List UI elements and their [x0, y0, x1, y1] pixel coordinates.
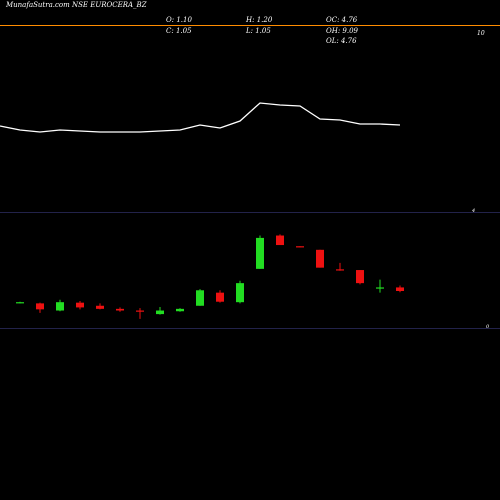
candle	[236, 280, 244, 304]
candle-body	[36, 303, 44, 310]
candle	[396, 285, 404, 293]
oc-label: OC: 4.76	[326, 16, 358, 24]
high-label: H: 1.20	[246, 16, 273, 24]
candle-body	[236, 283, 244, 303]
candle	[116, 307, 124, 312]
candle	[356, 270, 364, 285]
candle-body	[176, 308, 184, 312]
candle	[216, 290, 224, 303]
candle-body	[16, 302, 24, 304]
candle	[96, 303, 104, 310]
price-axis-label-top: 4	[472, 208, 476, 214]
candle	[376, 279, 384, 293]
candle-body	[296, 246, 304, 248]
candle-body	[376, 287, 384, 289]
volume-axis-label: 10	[477, 30, 485, 37]
candle	[276, 234, 284, 246]
open-label: O: 1.10	[166, 16, 192, 24]
oh-label: OH: 9.09	[326, 27, 359, 35]
candle-body	[76, 302, 84, 308]
candle-body	[136, 310, 144, 312]
price-axis-label-bottom: 0	[486, 324, 490, 330]
volume-line	[0, 102, 401, 133]
candle-body	[216, 292, 224, 302]
close-label: C: 1.05	[166, 27, 192, 35]
candle	[196, 289, 204, 306]
candle	[156, 306, 164, 315]
candle	[256, 235, 264, 269]
candle	[36, 302, 44, 313]
candle	[336, 262, 344, 271]
candle-body	[196, 290, 204, 306]
candle	[76, 301, 84, 310]
candle-body	[96, 305, 104, 309]
ol-label: OL: 4.76	[326, 37, 357, 45]
candle-body	[116, 308, 124, 311]
low-label: L: 1.05	[246, 27, 271, 35]
candle	[176, 308, 184, 312]
candle	[296, 246, 304, 248]
candle-body	[156, 310, 164, 315]
candle-body	[336, 269, 344, 271]
chart-title: MunafaSutra.com NSE EUROCERA_BZ	[6, 1, 147, 9]
candle-body	[276, 235, 284, 246]
lower-divider	[0, 328, 500, 329]
candle	[56, 299, 64, 312]
candle	[316, 249, 324, 268]
candle-body	[56, 302, 64, 311]
candle-body	[316, 249, 324, 268]
candle	[16, 301, 24, 304]
candle-body	[256, 237, 264, 269]
candle-body	[356, 270, 364, 284]
candle-body	[396, 287, 404, 291]
candle	[136, 308, 144, 319]
upper-divider	[0, 212, 500, 213]
title-rule	[0, 25, 500, 26]
